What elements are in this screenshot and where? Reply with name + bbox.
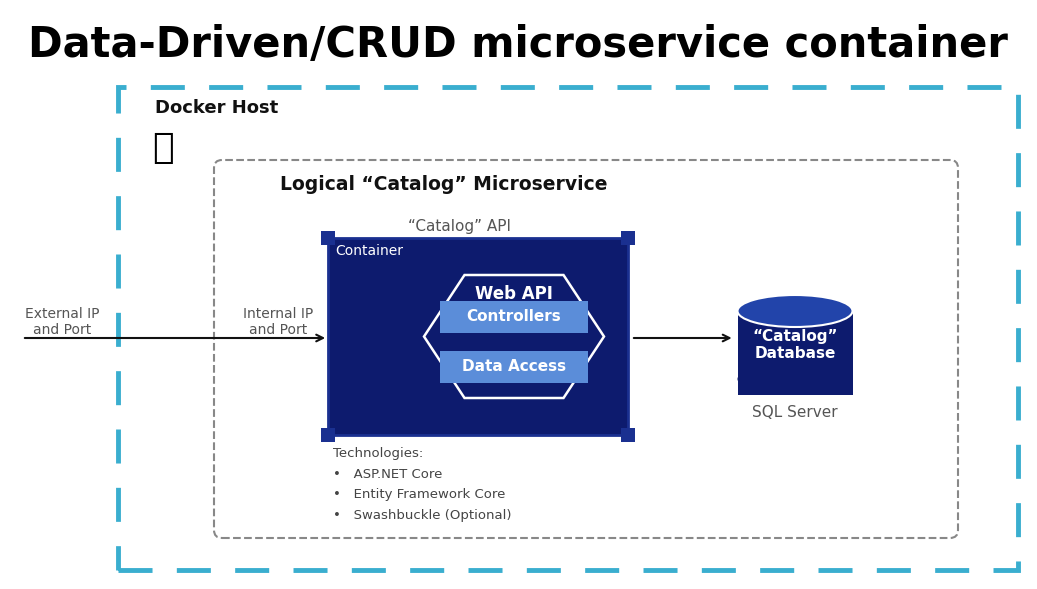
Text: 🐳: 🐳 (152, 131, 174, 165)
Ellipse shape (737, 363, 852, 395)
Text: “Catalog”
Database: “Catalog” Database (752, 329, 838, 361)
Text: Technologies:
•   ASP.NET Core
•   Entity Framework Core
•   Swashbuckle (Option: Technologies: • ASP.NET Core • Entity Fr… (333, 447, 511, 521)
Text: “Catalog” API: “Catalog” API (409, 219, 511, 233)
Text: Data Access: Data Access (461, 359, 566, 374)
Bar (321, 428, 335, 442)
Text: SQL Server: SQL Server (752, 405, 838, 420)
Bar (621, 428, 635, 442)
Bar (621, 231, 635, 245)
Bar (440, 350, 588, 382)
Bar (118, 87, 1018, 570)
Text: Internal IP
and Port: Internal IP and Port (243, 307, 313, 337)
Polygon shape (424, 275, 604, 398)
Bar (222, 168, 950, 530)
Text: Logical “Catalog” Microservice: Logical “Catalog” Microservice (280, 176, 608, 194)
Text: Docker Host: Docker Host (155, 99, 278, 117)
Bar (737, 311, 852, 395)
Bar (440, 300, 588, 333)
Bar (321, 231, 335, 245)
Bar (328, 238, 628, 435)
Ellipse shape (737, 295, 852, 327)
FancyBboxPatch shape (214, 160, 958, 538)
Text: Web API: Web API (475, 285, 553, 303)
Text: Controllers: Controllers (467, 309, 561, 324)
Bar (328, 238, 628, 435)
Text: Data-Driven/CRUD microservice container: Data-Driven/CRUD microservice container (28, 24, 1008, 66)
Text: Container: Container (335, 244, 403, 258)
Text: External IP
and Port: External IP and Port (25, 307, 100, 337)
Bar (737, 311, 852, 395)
